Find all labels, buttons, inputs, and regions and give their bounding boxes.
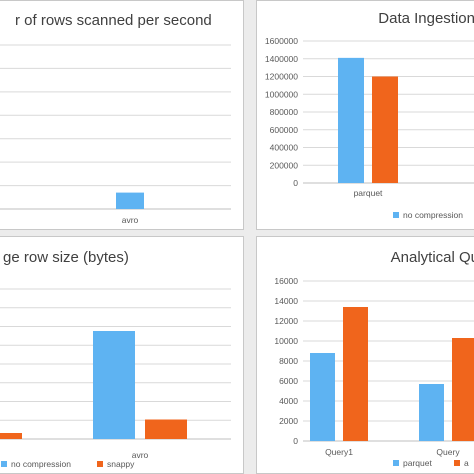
legend-swatch — [393, 212, 399, 218]
bar-a — [452, 338, 474, 441]
y-tick-label: 1600000 — [265, 36, 298, 46]
legend-swatch — [454, 460, 460, 466]
y-tick-label: 2000 — [279, 416, 298, 426]
category-label: avro — [132, 450, 149, 460]
y-tick-label: 4000 — [279, 396, 298, 406]
chart-title: r of rows scanned per second — [15, 12, 212, 29]
chart-panel-analytical-queries: Analytical Qu 0 2000 4000 6000 8000 10000 12000… — [256, 236, 474, 474]
legend-swatch — [1, 461, 7, 467]
chart-rows-scanned: r of rows scanned per second avro — [0, 12, 231, 225]
bar-parquet — [310, 353, 335, 441]
category-label: parquet — [354, 188, 383, 198]
bar-a — [343, 307, 368, 441]
bar-series-1 — [372, 76, 398, 183]
bar-parquet — [419, 384, 444, 441]
chart-title: Data Ingestion — [378, 10, 474, 27]
y-tick-label: 1000000 — [265, 89, 298, 99]
legend-label: no compression — [11, 459, 71, 469]
y-tick-label: 200000 — [270, 160, 299, 170]
y-tick-label: 0 — [293, 178, 298, 188]
y-tick-label: 10000 — [274, 336, 298, 346]
legend-swatch — [97, 461, 103, 467]
chart-title: ge row size (bytes) — [3, 249, 129, 266]
chart-panel-data-ingestion: Data Ingestion 0 200000 400000 600000 800000 1… — [256, 0, 474, 230]
y-tick-label: 1400000 — [265, 54, 298, 64]
legend-swatch — [393, 460, 399, 466]
bar-series-0 — [116, 192, 144, 209]
chart-analytical-queries: Analytical Qu 0 2000 4000 6000 8000 10000 12000… — [274, 249, 474, 468]
bar-no-compression — [93, 331, 135, 439]
y-tick-label: 1200000 — [265, 72, 298, 82]
y-tick-label: 12000 — [274, 316, 298, 326]
y-tick-label: 0 — [293, 436, 298, 446]
chart-panel-rows-scanned: r of rows scanned per second avro — [0, 0, 244, 230]
category-label: Query — [436, 447, 460, 457]
y-tick-label: 800000 — [270, 107, 299, 117]
chart-title: Analytical Qu — [391, 249, 474, 266]
legend-label: no compression — [403, 210, 463, 220]
bar-snappy — [0, 433, 22, 439]
category-label: avro — [122, 215, 139, 225]
chart-panel-row-size: ge row size (bytes) avro no compression sna… — [0, 236, 244, 474]
y-tick-label: 8000 — [279, 356, 298, 366]
bar-snappy — [145, 419, 187, 439]
y-tick-label: 600000 — [270, 125, 299, 135]
legend-label: snappy — [107, 459, 135, 469]
chart-data-ingestion: Data Ingestion 0 200000 400000 600000 800000 1… — [265, 10, 474, 220]
y-tick-label: 14000 — [274, 296, 298, 306]
bar-no-compression — [338, 57, 364, 183]
legend-label: a — [464, 458, 469, 468]
category-label: Query1 — [325, 447, 353, 457]
y-tick-label: 400000 — [270, 143, 299, 153]
chart-row-size: ge row size (bytes) avro no compression sna… — [0, 249, 231, 469]
y-tick-label: 6000 — [279, 376, 298, 386]
y-tick-label: 16000 — [274, 276, 298, 286]
legend-label: parquet — [403, 458, 432, 468]
